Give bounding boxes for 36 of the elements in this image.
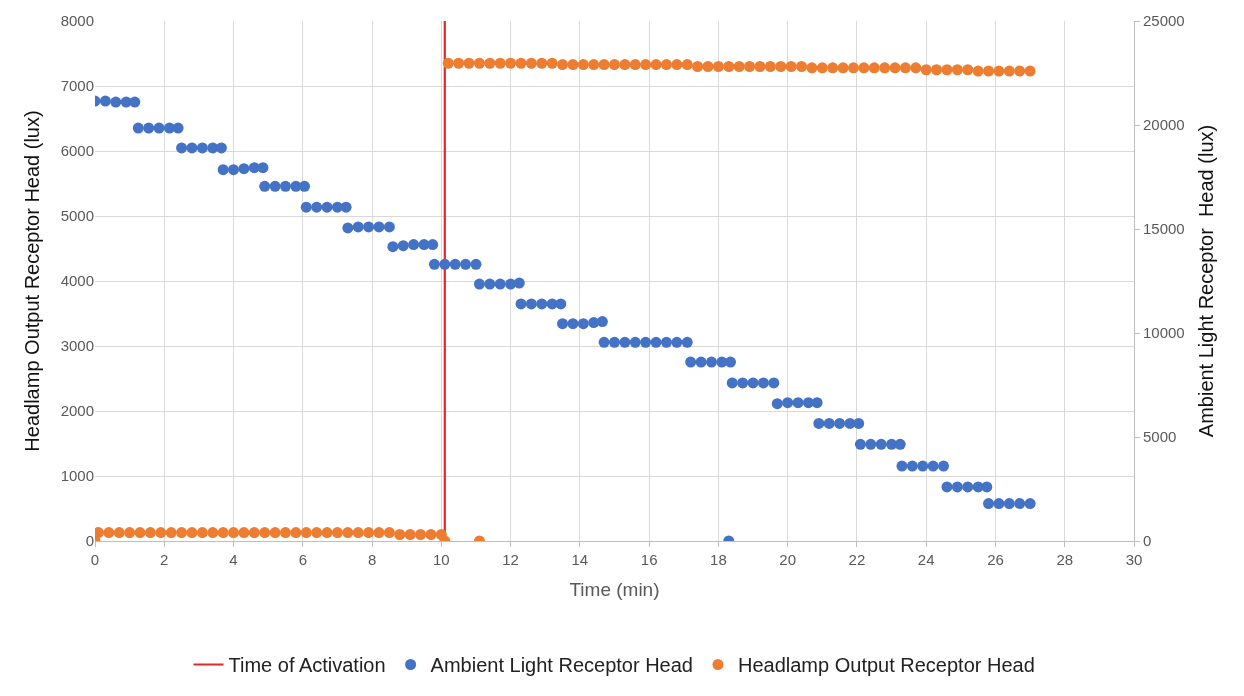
y-tick-label: 0 — [85, 532, 94, 550]
x-tick-label: 28 — [1056, 551, 1074, 568]
y-tick-label: 7000 — [60, 77, 94, 95]
x-tick-label: 22 — [848, 551, 866, 568]
x-tick-label: 26 — [987, 551, 1004, 568]
x-tick-label: 2 — [160, 551, 169, 568]
x-tick-label: 20 — [779, 551, 797, 568]
legend-label: Headlamp Output Receptor Head — [737, 654, 1035, 677]
y2-tick-label: 20000 — [1143, 116, 1185, 134]
y2-tick-label: 0 — [1143, 532, 1152, 550]
y-tick-label: 4000 — [60, 272, 94, 290]
y-axis-title: Headlamp Output Receptor Head (lux) — [21, 110, 44, 452]
y2-tick-label: 15000 — [1143, 220, 1185, 238]
x-tick-label: 30 — [1125, 551, 1143, 568]
y-tick-label: 5000 — [60, 207, 94, 225]
y2-tick-label: 5000 — [1143, 428, 1177, 446]
y-tick-label: 8000 — [60, 12, 94, 30]
x-tick-label: 12 — [502, 551, 519, 568]
x-tick-label: 8 — [367, 551, 377, 568]
x-tick-label: 6 — [298, 551, 307, 568]
y2-axis-title: Ambient Light Receptor Head (lux) — [1195, 124, 1218, 438]
x-tick-label: 18 — [710, 551, 727, 568]
x-tick-label: 4 — [229, 551, 238, 568]
y-tick-label: 1000 — [60, 467, 94, 485]
y-tick-label: 3000 — [60, 337, 94, 355]
x-tick-label: 10 — [432, 551, 450, 568]
x-axis-title: Time (min) — [569, 578, 660, 600]
y-tick-label: 2000 — [60, 402, 94, 420]
y2-tick-label: 25000 — [1143, 12, 1185, 30]
y-tick-label: 6000 — [60, 142, 94, 160]
y2-tick-label: 10000 — [1143, 324, 1185, 342]
x-tick-label: 14 — [571, 551, 589, 568]
x-tick-label: 16 — [640, 551, 658, 568]
legend-label: Ambient Light Receptor Head — [430, 654, 693, 677]
legend-label: Time of Activation — [228, 654, 386, 677]
x-tick-label: 24 — [917, 551, 935, 568]
